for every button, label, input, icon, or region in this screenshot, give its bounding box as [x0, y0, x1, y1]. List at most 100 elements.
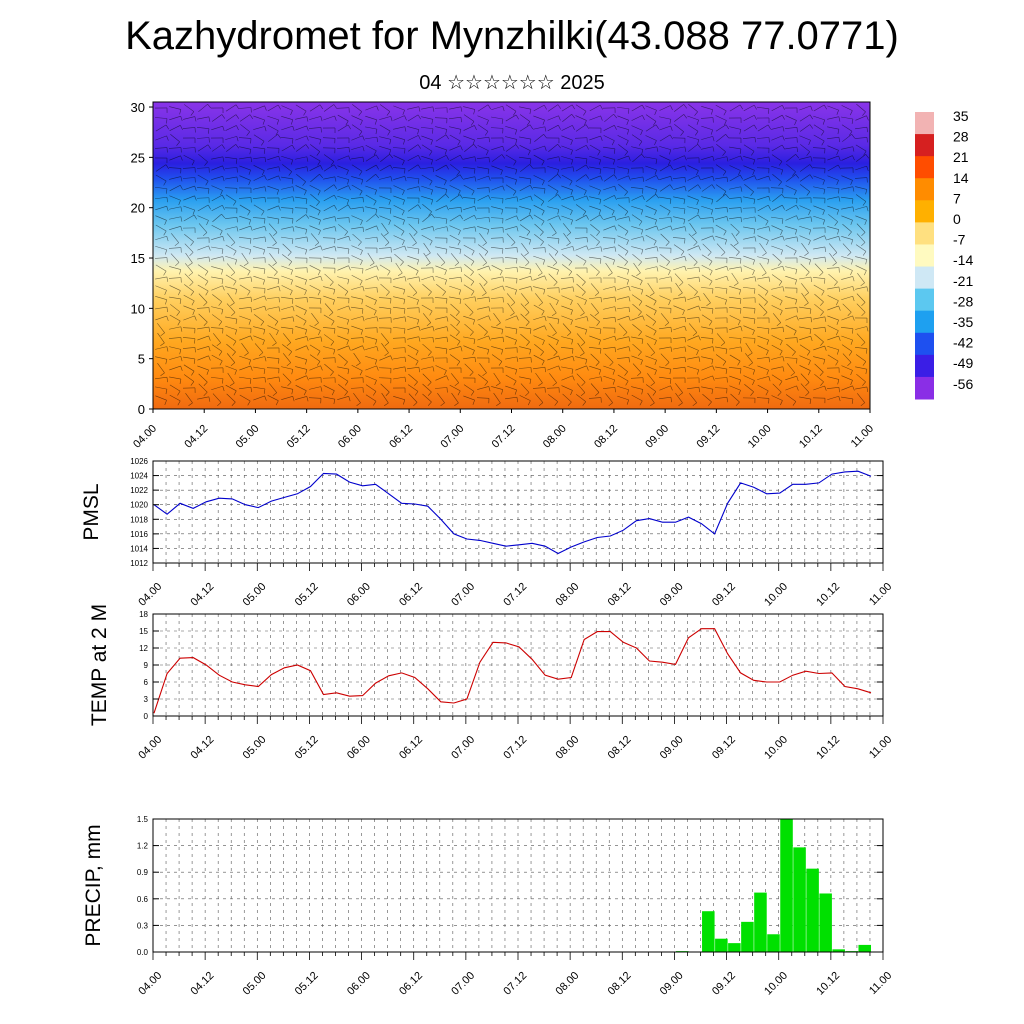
wind-barb-flag: [697, 214, 701, 220]
wind-barb: [253, 186, 265, 190]
wind-barb: [701, 274, 713, 282]
heatmap-y-tick-label: 20: [131, 201, 145, 216]
wind-barb: [548, 143, 558, 153]
wind-barb-flag: [456, 331, 460, 336]
wind-barb-flag: [652, 391, 657, 396]
wind-barb-flag: [585, 164, 589, 170]
wind-barb-flag: [570, 309, 573, 315]
wind-barb: [505, 374, 517, 382]
wind-barb-flag: [386, 111, 391, 116]
wind-barb-flag: [248, 180, 251, 186]
chart-title: Kazhydromet for Mynzhilki(43.088 77.0771…: [125, 14, 899, 58]
wind-barb-flag: [292, 396, 295, 402]
wind-barb-flag: [805, 392, 810, 397]
wind-barb: [155, 224, 167, 232]
wind-barb: [785, 146, 797, 150]
temp-y-tick-label: 18: [139, 610, 148, 619]
wind-barb-flag: [460, 145, 463, 151]
colorbar-segment: [915, 134, 934, 157]
wind-barb-flag: [793, 330, 797, 336]
wind-barb: [589, 296, 601, 300]
wind-barb: [449, 276, 461, 280]
wind-barb-flag: [642, 188, 644, 194]
wind-barb-flag: [358, 131, 363, 136]
wind-barb-flag: [320, 386, 323, 392]
colorbar-segment: [915, 288, 934, 312]
wind-barb: [393, 306, 405, 310]
wind-barb: [268, 263, 278, 273]
wind-barb-flag: [286, 362, 291, 367]
wind-barb: [827, 196, 839, 200]
wind-barb-flag: [781, 218, 784, 224]
wind-barb-flag: [752, 270, 755, 276]
wind-barb: [590, 383, 600, 393]
wind-barb: [799, 344, 811, 352]
wind-barb-flag: [473, 144, 478, 149]
wind-barb: [659, 385, 671, 391]
wind-barb-flag: [264, 186, 267, 192]
wind-barb-flag: [544, 188, 546, 194]
wind-barb-flag: [278, 297, 280, 303]
wind-barb-flag: [247, 270, 251, 276]
wind-barb-flag: [776, 322, 781, 327]
wind-barb-flag: [516, 196, 519, 202]
wind-barb: [393, 115, 405, 121]
wind-barb-flag: [680, 131, 684, 136]
wind-barb-flag: [306, 125, 309, 131]
wind-barb: [688, 144, 698, 152]
wind-barb-flag: [163, 270, 167, 276]
precip-bar: [806, 868, 819, 952]
wind-barb: [518, 357, 532, 359]
wind-barb-flag: [250, 225, 253, 231]
wind-barb-flag: [740, 155, 743, 161]
wind-barb: [197, 245, 209, 251]
wind-barb-flag: [752, 380, 755, 386]
wind-barb: [533, 204, 545, 212]
wind-barb-flag: [292, 226, 295, 232]
wind-barb: [589, 246, 601, 250]
wind-barb-flag: [401, 231, 405, 236]
wind-barb-flag: [348, 345, 351, 351]
wind-barb-flag: [221, 194, 225, 200]
wind-barb-flag: [179, 298, 182, 304]
wind-barb: [827, 236, 839, 240]
wind-barb: [351, 365, 363, 371]
wind-barb: [196, 197, 210, 199]
wind-barb-flag: [837, 379, 840, 385]
wind-barb-flag: [557, 104, 562, 109]
wind-barb-flag: [316, 361, 321, 366]
wind-barb: [575, 245, 587, 251]
wind-barb: [323, 216, 335, 220]
wind-barb: [856, 223, 866, 233]
wind-barb-flag: [206, 220, 209, 226]
wind-barb: [421, 304, 433, 312]
wind-barb: [603, 365, 615, 371]
wind-barb: [197, 365, 209, 371]
wind-barb: [407, 325, 419, 331]
heatmap-x-tick-label: 08.12: [592, 423, 620, 451]
wind-barb: [182, 327, 196, 329]
colorbar-segment: [915, 222, 934, 245]
wind-barb-flag: [822, 180, 825, 185]
wind-barb-flag: [754, 216, 757, 222]
wind-barb-flag: [222, 176, 225, 182]
wind-barb: [659, 396, 671, 400]
wind-barb: [603, 125, 615, 131]
wind-barb-flag: [725, 134, 730, 139]
wind-barb-flag: [432, 326, 435, 332]
wind-barb: [184, 273, 194, 283]
wind-barb: [533, 126, 545, 130]
wind-barb: [533, 175, 545, 181]
wind-barb-flag: [599, 169, 602, 175]
wind-barb: [170, 304, 180, 312]
wind-barb-flag: [361, 179, 364, 185]
wind-barb: [603, 246, 615, 250]
wind-barb: [295, 144, 307, 152]
wind-barb: [771, 114, 783, 122]
pmsl-y-tick-label: 1020: [130, 501, 148, 510]
wind-barb-flag: [460, 207, 462, 213]
wind-barb: [784, 307, 798, 309]
wind-barb: [688, 283, 698, 293]
wind-barb: [421, 127, 433, 129]
wind-barb-flag: [598, 369, 602, 375]
